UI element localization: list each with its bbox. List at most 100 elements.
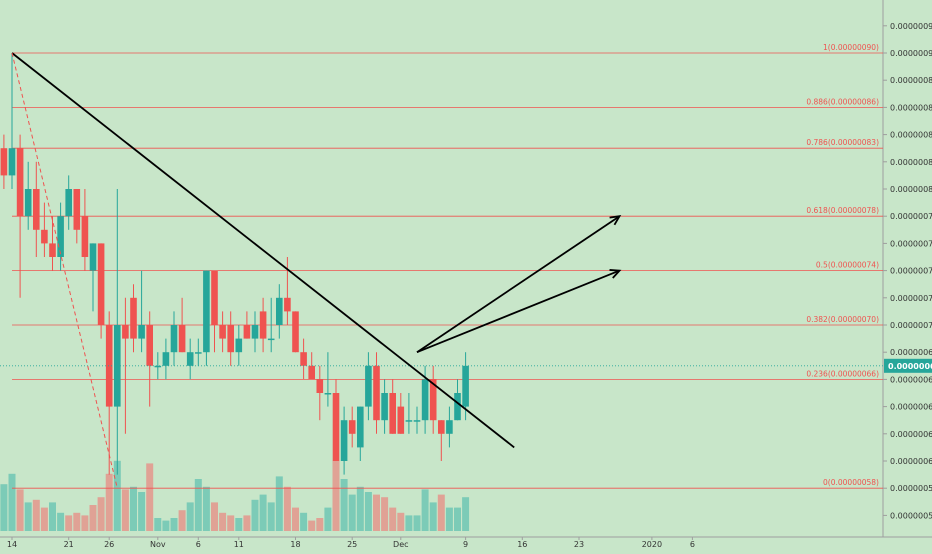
y-tick-label: 0.00000070 bbox=[890, 321, 932, 330]
candle-body[interactable] bbox=[89, 243, 97, 271]
fib-level-label: 0.618(0.00000078) bbox=[806, 206, 879, 215]
main-downtrend-trendline[interactable] bbox=[11, 52, 515, 449]
candle-body[interactable] bbox=[49, 243, 56, 257]
candle-body[interactable] bbox=[24, 189, 32, 217]
candle-body[interactable] bbox=[122, 325, 129, 339]
volume-bar bbox=[16, 489, 24, 531]
candle-body[interactable] bbox=[421, 379, 429, 421]
volume-bar bbox=[421, 489, 429, 531]
candle-body[interactable] bbox=[276, 297, 283, 325]
candle-body[interactable] bbox=[219, 325, 226, 339]
candle-body[interactable] bbox=[413, 420, 421, 422]
y-tick-label: 0.00000066 bbox=[890, 375, 932, 384]
volume-bar bbox=[316, 518, 324, 531]
candle-body[interactable] bbox=[397, 406, 405, 434]
fib-level-label: 1(0.00000090) bbox=[823, 43, 879, 52]
candle-body[interactable] bbox=[243, 325, 251, 339]
candle-body[interactable] bbox=[340, 420, 348, 461]
candle-body[interactable] bbox=[389, 393, 396, 434]
candle-body[interactable] bbox=[130, 297, 137, 339]
x-tick-label: 21 bbox=[64, 540, 74, 549]
volume-bar bbox=[178, 510, 186, 531]
volume-bar bbox=[97, 497, 105, 531]
candle-body[interactable] bbox=[203, 270, 210, 353]
x-tick-label: 26 bbox=[104, 540, 114, 549]
candle-body[interactable] bbox=[373, 365, 380, 421]
candle-body[interactable] bbox=[348, 420, 356, 434]
y-tick-label: 0.00000086 bbox=[890, 103, 932, 112]
candle-body[interactable] bbox=[16, 148, 24, 217]
candle-body[interactable] bbox=[462, 365, 469, 407]
candle-body[interactable] bbox=[81, 216, 89, 257]
candle-body[interactable] bbox=[267, 338, 275, 341]
candle-body[interactable] bbox=[259, 311, 267, 339]
y-tick-label: 0.00000068 bbox=[890, 348, 932, 357]
volume-bar bbox=[40, 507, 48, 531]
candle-body[interactable] bbox=[227, 325, 234, 353]
volume-bar bbox=[138, 492, 146, 531]
volume-bar bbox=[121, 489, 129, 531]
x-tick-label: Nov bbox=[150, 540, 166, 549]
candle-body[interactable] bbox=[235, 338, 243, 353]
candle-body[interactable] bbox=[332, 393, 340, 461]
volume-bar bbox=[235, 518, 243, 531]
fib-level-label: 0.886(0.00000086) bbox=[806, 97, 879, 106]
target-arrow-0618[interactable] bbox=[416, 215, 621, 353]
volume-bar bbox=[154, 518, 162, 531]
candle-body[interactable] bbox=[105, 325, 113, 407]
volume-bar bbox=[348, 494, 356, 531]
candle-body[interactable] bbox=[438, 420, 445, 434]
candle-body[interactable] bbox=[73, 189, 81, 230]
volume-bar bbox=[275, 476, 283, 531]
candle-body[interactable] bbox=[292, 311, 299, 353]
candle-body[interactable] bbox=[211, 270, 218, 325]
target-arrow-0618-head bbox=[609, 215, 622, 226]
candle-body[interactable] bbox=[186, 352, 194, 366]
candle-body[interactable] bbox=[300, 352, 307, 366]
candle-body[interactable] bbox=[454, 393, 461, 421]
target-arrow-05-head bbox=[609, 269, 622, 279]
candle-body[interactable] bbox=[195, 352, 202, 354]
candle-body[interactable] bbox=[146, 325, 153, 366]
candle-body[interactable] bbox=[57, 216, 64, 257]
target-arrow-05[interactable] bbox=[416, 269, 620, 354]
candle-body[interactable] bbox=[429, 379, 437, 421]
volume-bar bbox=[454, 507, 461, 531]
volume-bar bbox=[202, 486, 210, 531]
x-tick-label: 18 bbox=[290, 540, 300, 549]
candle-body[interactable] bbox=[8, 148, 16, 176]
candle-body[interactable] bbox=[284, 297, 291, 312]
candle-body[interactable] bbox=[0, 148, 8, 176]
volume-bar bbox=[24, 502, 32, 531]
candle-body[interactable] bbox=[33, 189, 40, 230]
candle-body[interactable] bbox=[365, 365, 372, 407]
candle-body[interactable] bbox=[316, 379, 324, 393]
candle-body[interactable] bbox=[178, 325, 186, 353]
volume-bar bbox=[73, 512, 81, 531]
candle-body[interactable] bbox=[41, 229, 48, 244]
candle-body[interactable] bbox=[138, 325, 145, 339]
volume-bar bbox=[267, 502, 275, 531]
candle-body[interactable] bbox=[170, 325, 178, 353]
volume-bar bbox=[373, 494, 380, 531]
candle-body[interactable] bbox=[324, 393, 332, 395]
volume-bar bbox=[381, 497, 389, 531]
volume-bar bbox=[65, 515, 73, 531]
candle-body[interactable] bbox=[162, 352, 170, 366]
candle-body[interactable] bbox=[357, 406, 364, 448]
candle-body[interactable] bbox=[97, 243, 105, 325]
x-tick-label: 6 bbox=[690, 540, 695, 549]
volume-bar bbox=[32, 499, 40, 531]
candle-body[interactable] bbox=[65, 189, 72, 217]
candle-body[interactable] bbox=[405, 420, 413, 422]
volume-bar bbox=[292, 507, 299, 531]
candle-body[interactable] bbox=[251, 325, 259, 339]
volume-bar bbox=[324, 507, 332, 531]
fib-anchor-trendline[interactable] bbox=[11, 52, 118, 489]
candle-body[interactable] bbox=[308, 365, 315, 380]
candle-body[interactable] bbox=[154, 365, 162, 368]
candle-body[interactable] bbox=[446, 420, 453, 434]
candle-body[interactable] bbox=[381, 393, 388, 421]
